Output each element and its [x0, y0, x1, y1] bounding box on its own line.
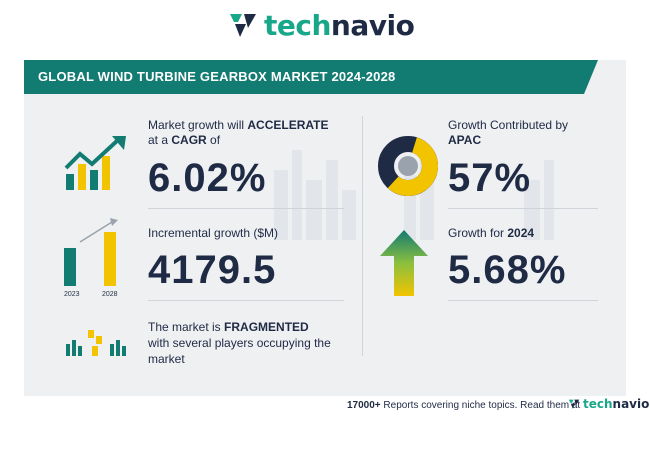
year-end-label: 2028 — [102, 291, 118, 298]
cagr-value: 6.02% — [148, 156, 267, 200]
divider-left-1 — [148, 208, 344, 209]
divider-right-2 — [448, 300, 598, 301]
incremental-value: 4179.5 — [148, 248, 277, 292]
title-bar — [24, 60, 584, 94]
footer-text: 17000+ Reports covering niche topics. Re… — [347, 400, 581, 411]
region-name: APAC — [448, 133, 482, 147]
infographic-card: GLOBAL WIND TURBINE GEARBOX MARKET 2024-… — [24, 60, 626, 396]
footer-logo[interactable]: technavio — [567, 397, 649, 411]
technavio-mark-icon — [568, 399, 580, 409]
yoy-label: Growth for 2024 — [448, 226, 535, 240]
logo-wordmark: technavio — [264, 8, 415, 42]
fragmented-line-1: The market is FRAGMENTED — [148, 320, 309, 334]
fragmented-line-3: market — [148, 352, 185, 366]
fragmented-players-icon — [66, 330, 126, 356]
footer-logo-wordmark: technavio — [583, 397, 650, 411]
footer: 17000+ Reports covering niche topics. Re… — [24, 396, 649, 418]
technavio-mark-icon — [230, 14, 256, 37]
city-background-graphic — [274, 150, 554, 240]
fragmented-line-2: with several players occupying the — [148, 336, 331, 350]
region-donut-icon — [378, 136, 438, 196]
divider-left-2 — [148, 300, 344, 301]
center-divider — [362, 116, 363, 356]
technavio-logo: technavio — [226, 5, 426, 45]
growth-chart-icon — [64, 136, 126, 190]
incremental-label: Incremental growth ($M) — [148, 226, 279, 240]
up-arrow-icon — [380, 230, 428, 296]
page-title: GLOBAL WIND TURBINE GEARBOX MARKET 2024-… — [38, 69, 396, 84]
year-start-label: 2023 — [64, 291, 80, 298]
yoy-value: 5.68% — [448, 248, 567, 292]
title-bar-accent — [584, 60, 598, 94]
cagr-line-1: Market growth will ACCELERATE — [148, 118, 329, 132]
cagr-line-2: at a CAGR of — [148, 133, 221, 147]
region-value: 57% — [448, 156, 532, 200]
divider-right-1 — [448, 208, 598, 209]
region-label: Growth Contributed by — [448, 118, 569, 132]
incremental-bar-icon — [64, 218, 118, 286]
